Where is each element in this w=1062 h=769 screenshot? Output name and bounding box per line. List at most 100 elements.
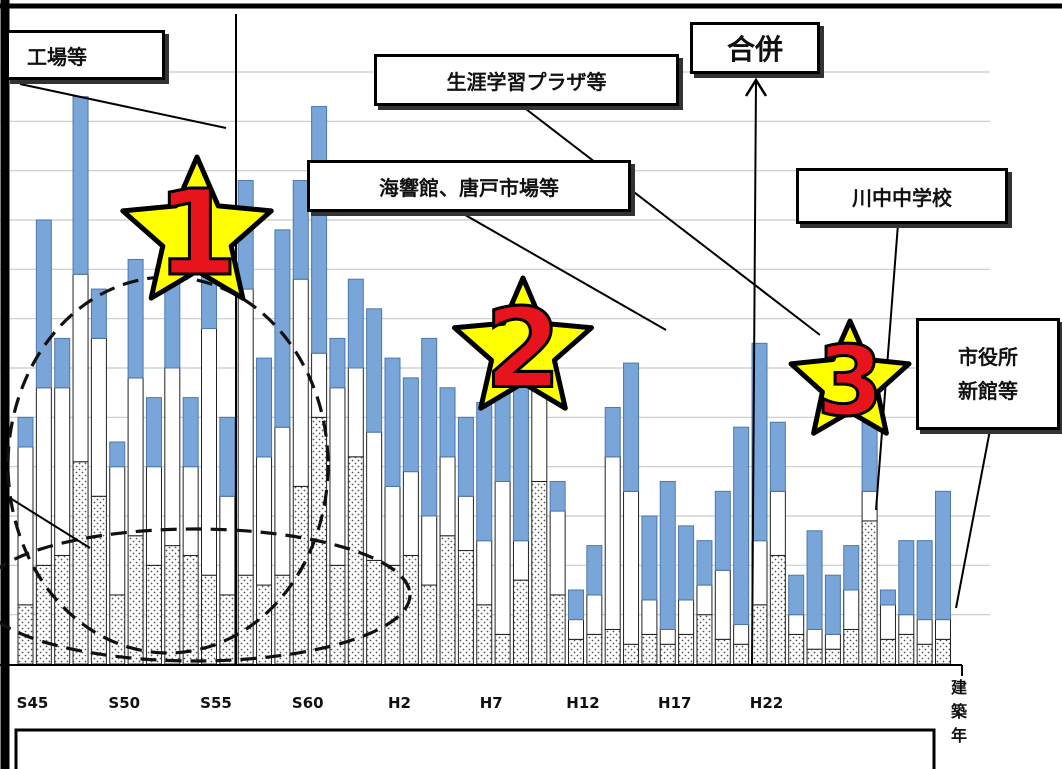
- dashed-oval-lower: [0, 527, 412, 663]
- bar-segment: [879, 604, 896, 640]
- bar-segment: [806, 648, 823, 665]
- bar-segment: [17, 416, 34, 448]
- bar-segment: [531, 480, 548, 665]
- bar-segment: [182, 554, 199, 665]
- bar-segment: [182, 466, 199, 556]
- bar-segment: [219, 416, 236, 497]
- factory-pointer-lower: [9, 497, 91, 549]
- bar-segment: [604, 456, 621, 630]
- x-tick-label: H2: [388, 694, 411, 712]
- bar-segment: [145, 397, 162, 468]
- bar-segment: [256, 456, 273, 586]
- x-tick-labels: S45 S50 S55 S60 H2 H7 H12 H17 H22: [17, 694, 784, 712]
- bar-segment: [402, 471, 419, 556]
- bar-segment: [641, 515, 658, 601]
- kaikyokan-label: 海響館、唐戸市場等: [379, 175, 559, 200]
- bar-segment: [476, 604, 493, 665]
- bar-segment: [843, 589, 860, 630]
- bar-segment: [72, 461, 89, 665]
- bar-segment: [623, 490, 640, 645]
- merger-callout: 合併: [690, 22, 820, 74]
- bar-segment: [457, 550, 474, 665]
- bar-segment: [806, 628, 823, 650]
- cityhall-label-line1: 市役所: [958, 345, 1018, 369]
- bar-segment: [347, 456, 364, 665]
- bar-segment: [90, 337, 107, 497]
- x-tick-label: S60: [292, 694, 324, 712]
- bar-segment: [457, 495, 474, 552]
- kawanaka-callout: 川中中学校: [796, 168, 1008, 224]
- x-tick-label: S50: [108, 694, 140, 712]
- merger-label: 合併: [726, 33, 783, 66]
- merger-arrowhead: [744, 77, 768, 97]
- bar-segment: [145, 564, 162, 665]
- bar-segment: [586, 594, 603, 635]
- bar-segment: [256, 584, 273, 665]
- bar-segment: [494, 480, 511, 635]
- bar-segment: [127, 258, 144, 379]
- x-axis-title: 建 築 年: [948, 676, 970, 748]
- bar-segment: [292, 180, 309, 280]
- kaikyokan-pointer: [459, 211, 667, 331]
- bar-segment: [292, 485, 309, 665]
- bar-segment: [824, 633, 841, 650]
- bar-segment: [347, 278, 364, 369]
- bar-segment: [696, 584, 713, 616]
- bar-segment: [788, 633, 805, 665]
- bar-segment: [586, 633, 603, 665]
- bar-segment: [568, 619, 584, 640]
- bar-segment: [366, 559, 383, 665]
- bar-segment: [916, 619, 933, 645]
- bar-segment: [109, 594, 126, 665]
- bar-segment: [623, 362, 640, 492]
- bar-segment: [512, 540, 529, 581]
- bar-segment: [164, 545, 181, 665]
- plaza-label: 生涯学習プラザ等: [446, 69, 607, 94]
- bar-segment: [476, 540, 493, 606]
- bar-segment: [935, 638, 951, 665]
- kaikyokan-callout: 海響館、唐戸市場等: [307, 160, 631, 212]
- bar-segment: [824, 648, 841, 665]
- bar-segment: [549, 480, 566, 512]
- bar-segment: [916, 643, 933, 665]
- bar-segment: [164, 367, 181, 547]
- bars: [17, 96, 951, 665]
- factory-label: 工場等: [27, 44, 87, 69]
- plaza-pointer: [521, 105, 821, 336]
- bar-segment: [17, 446, 34, 606]
- x-tick-label: H12: [566, 694, 599, 712]
- bar-segment: [568, 638, 584, 665]
- bar-segment: [549, 594, 566, 665]
- bar-segment: [788, 574, 805, 616]
- bar-segment: [329, 387, 346, 566]
- bar-segment: [329, 337, 346, 389]
- bar-segment: [35, 387, 52, 566]
- bar-segment: [90, 288, 107, 339]
- factory-callout: 工場等: [6, 30, 165, 80]
- bar-segment: [366, 308, 383, 433]
- star-number-3: 3: [817, 326, 884, 438]
- bar-segment: [201, 328, 217, 576]
- bar-segment: [274, 229, 291, 428]
- bar-segment: [879, 638, 896, 665]
- bar-segment: [898, 540, 915, 616]
- bar-segment: [623, 643, 640, 665]
- bar-segment: [861, 490, 878, 522]
- bar-segment: [769, 490, 786, 556]
- bar-segment: [439, 387, 456, 458]
- x-tick-label: H17: [658, 694, 691, 712]
- bar-segment: [494, 633, 511, 665]
- bar-segment: [898, 614, 915, 635]
- bar-segment: [935, 619, 951, 640]
- bar-segment: [751, 342, 768, 542]
- bar-segment: [678, 525, 695, 601]
- bar-segment: [201, 574, 217, 665]
- bar-segment: [476, 402, 493, 542]
- x-tick-label: S45: [17, 694, 49, 712]
- bar-segment: [35, 564, 52, 665]
- bar-segment: [329, 564, 346, 665]
- bar-segment: [641, 599, 658, 635]
- bar-segment: [769, 421, 786, 492]
- bar-segment: [127, 377, 144, 537]
- bar-segment: [659, 628, 676, 645]
